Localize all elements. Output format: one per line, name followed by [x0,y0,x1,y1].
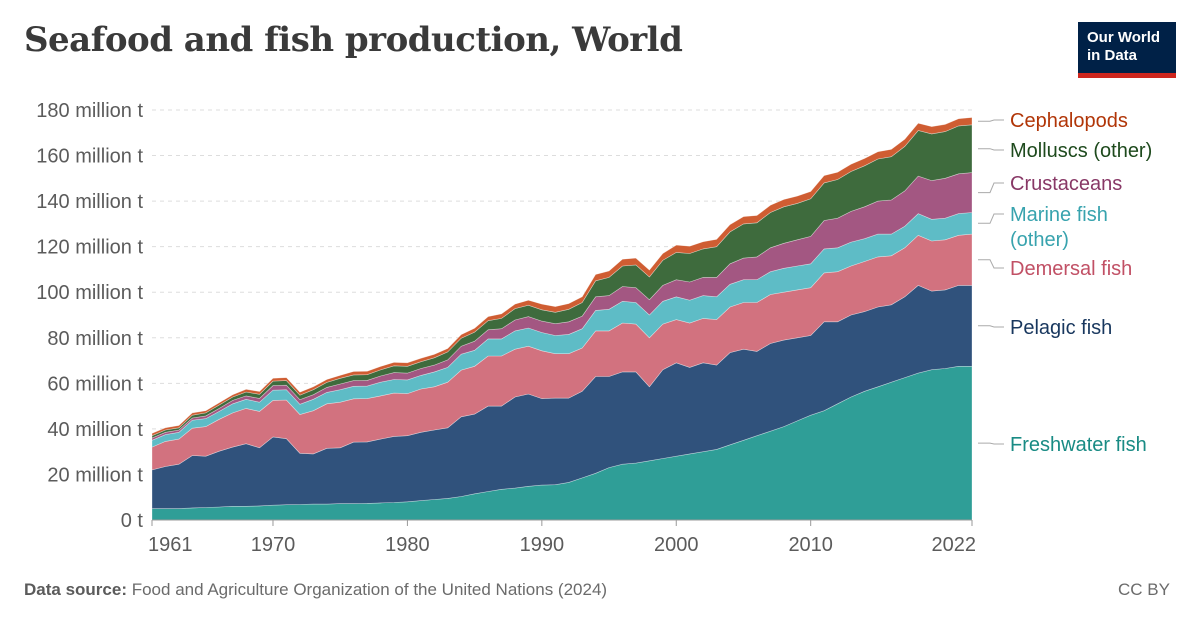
y-tick-label: 100 million t [36,282,143,304]
data-source-text: Food and Agriculture Organization of the… [131,580,608,599]
x-tick-label: 1980 [385,534,430,556]
legend-connector [978,148,1004,151]
legend-connector [978,182,1004,194]
legend-label-cephalopods: Cephalopods [1010,110,1128,132]
legend-connector [978,442,1004,445]
legend-label-marine-fish-other: Marine fish (other) [1010,204,1108,251]
logo-accent-bar [1078,73,1176,78]
x-tick-label: 2010 [788,534,833,556]
y-tick-label: 120 million t [36,237,143,259]
x-tick-label: 1961 [148,534,193,556]
x-axis: 1961 1970 1980 1990 2000 2010 2022 [148,519,977,556]
x-tick-label: 2000 [654,534,699,556]
legend-label-molluscs-other: Molluscs (other) [1010,140,1152,162]
data-source-label: Data source: [24,580,127,599]
legend-label-crustaceans: Crustaceans [1010,173,1122,195]
area-cephalopods[interactable] [151,117,973,437]
y-tick-label: 180 million t [36,100,143,122]
logo-line-1: Our World [1087,29,1161,46]
legend-label-demersal-fish: Demersal fish [1010,258,1132,280]
data-source-note: Data source: Food and Agriculture Organi… [24,580,607,600]
y-tick-label: 80 million t [47,328,143,350]
x-tick-label: 1990 [520,534,565,556]
y-tick-label: 140 million t [36,191,143,213]
y-tick-label: 20 million t [47,464,143,486]
legend-connector [978,259,1004,269]
logo-line-2: in Data [1087,47,1138,64]
legend-label-freshwater-fish: Freshwater fish [1010,434,1147,456]
license-link[interactable]: CC BY [1118,580,1170,599]
y-tick-label: 40 million t [47,419,143,441]
legend-connector [978,119,1004,122]
area-series [151,117,973,521]
legend-connector [978,325,1004,328]
y-tick-label: 60 million t [47,373,143,395]
x-tick-label: 2022 [932,534,977,556]
y-tick-label: 160 million t [36,146,143,168]
y-tick-label: 0 t [121,510,144,532]
chart-title: Seafood and fish production, World [24,20,683,60]
legend-label-pelagic-fish: Pelagic fish [1010,317,1112,339]
legend-connector [978,213,1004,224]
legend: Freshwater fish Pelagic fish Demersal fish… [978,110,1152,456]
x-tick-label: 1970 [251,534,296,556]
our-world-in-data-logo[interactable]: Our World in Data [1078,22,1176,78]
y-axis-ticks: 0 t 20 million t 40 million t 60 million t 8… [36,100,143,532]
